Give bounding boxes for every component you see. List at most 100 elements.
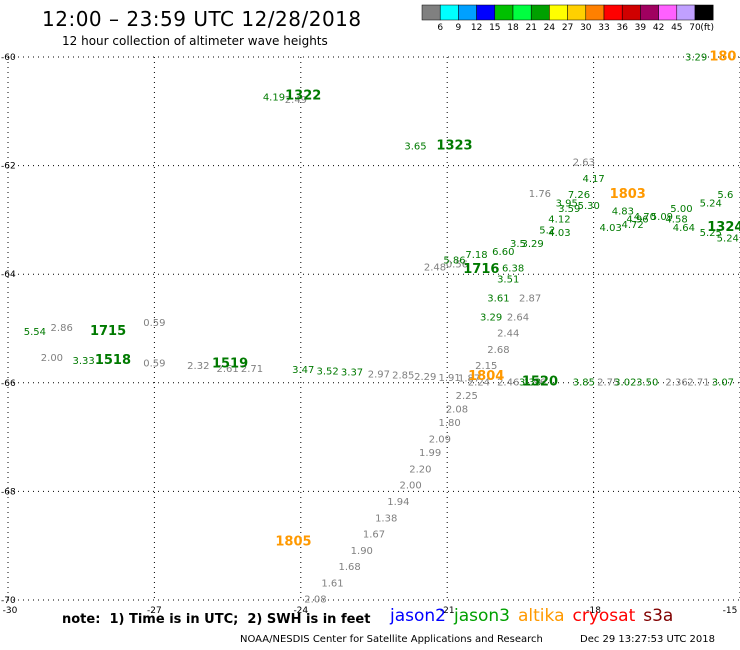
scale-swatch	[658, 4, 678, 21]
pass-time-jason3: 1324	[707, 220, 740, 235]
swh-value-s3a: 2.68	[487, 345, 509, 356]
swh-value-jason3: 3.33	[519, 378, 541, 389]
scale-tick-label: 27	[562, 23, 573, 33]
scale-tick-label: 30	[580, 23, 592, 33]
x-tick-label: -30	[3, 606, 18, 616]
scale-swatch	[603, 4, 623, 21]
scale-swatch	[640, 4, 659, 21]
scale-tick-label: 21	[525, 23, 536, 33]
footer-timestamp: Dec 29 13:27:53 UTC 2018	[580, 634, 715, 645]
swh-value-jason3: 3.5	[510, 239, 526, 250]
swh-value-s3a: 2.09	[429, 435, 451, 446]
color-scale-legend: 6 9 12 15 18 21 24 27 30 33 36 39 42 45 70 (ft)	[421, 4, 714, 33]
swh-value-s3a: 1.61	[321, 578, 343, 589]
swh-value-jason3: 3.02	[614, 378, 636, 389]
swh-value-s3a: 0.59	[143, 318, 165, 329]
scale-tick-label: 39	[635, 23, 647, 33]
swh-value-s3a: 2.71	[241, 364, 263, 375]
swh-value-jason3: 3.07	[712, 378, 734, 389]
scale-tick-label: 24	[544, 23, 556, 33]
y-tick-label: -70	[1, 596, 16, 606]
swh-value-jason3: 5.2	[539, 225, 555, 236]
scale-swatch	[512, 4, 532, 21]
swh-value-jason3: 3.47	[292, 365, 314, 376]
swh-value-s3a: 1.94	[387, 497, 409, 508]
scale-swatch	[585, 4, 605, 21]
observations: 2.49 2.63 1.76 2.48 0.56 2.86 0.59 2.00 0.59 2.32…	[24, 52, 739, 605]
swh-value-s3a: 2.86	[51, 323, 73, 334]
swh-value-s3a: 0.56	[446, 260, 468, 271]
scale-swatch	[567, 4, 587, 21]
scale-swatch	[694, 4, 714, 21]
swh-value-jason3: 3.61	[487, 293, 509, 304]
swh-value-jason3: 5.54	[24, 327, 46, 338]
x-tick-label: -21	[440, 606, 455, 616]
swh-value-s3a: 2.25	[456, 391, 478, 402]
pass-time-jason3: 1323	[436, 138, 472, 153]
x-tick-label: -15	[723, 606, 738, 616]
swh-value-s3a: 2.71	[687, 378, 709, 389]
mission-altika: altika	[518, 606, 565, 626]
footer-credit: NOAA/NESDIS Center for Satellite Applica…	[240, 634, 543, 645]
swh-value-jason3: 6.60	[492, 247, 514, 258]
scale-swatch	[439, 4, 459, 21]
swh-value-jason3: 5.86	[443, 255, 465, 266]
swh-value-s3a: 1.91	[439, 373, 461, 384]
swh-value-s3a: 2.24	[468, 378, 490, 389]
swh-value-s3a: 1.90	[351, 546, 373, 557]
swh-value-jason3: 4.72	[622, 220, 644, 231]
scale-swatch	[621, 4, 641, 21]
scale-tick-label: 12	[471, 23, 482, 33]
x-tick-label: -18	[586, 606, 601, 616]
axis-tick-labels: -60 -62 -64 -66 -68 -70-30 -27 -24 -21 -18 -15	[1, 53, 737, 616]
scale-tick-label: 15	[489, 23, 500, 33]
swh-value-jason3: 4.17	[582, 174, 604, 185]
swh-value-s3a: 2.32	[187, 361, 209, 372]
swh-value-jason3: 3.52	[317, 367, 339, 378]
swh-value-s3a: 2.49	[285, 95, 307, 106]
swh-value-jason3: 4.58	[665, 215, 687, 226]
scale-tick-label: 18	[507, 23, 519, 33]
swh-value-s3a: 2.85	[392, 370, 414, 381]
swh-value-jason3: 3.29	[685, 52, 707, 63]
scale-tick-label: 9	[456, 23, 462, 33]
swh-value-jason3: 3.85	[573, 378, 595, 389]
y-tick-label: -64	[1, 270, 16, 280]
swh-value-jason3: 5.24	[717, 234, 739, 245]
swh-value-jason3: 4.12	[548, 215, 570, 226]
y-tick-label: -66	[1, 379, 16, 389]
swh-value-jason3: 5.25	[700, 228, 722, 239]
pass-time-altika: 180	[709, 49, 736, 64]
scale-swatch	[476, 4, 496, 21]
pass-time-jason3: 1518	[95, 353, 131, 368]
swh-value-s3a: 2.63	[573, 158, 595, 169]
swh-value-jason3: 7.26	[568, 190, 590, 201]
pass-time-jason3: 1716	[463, 262, 499, 277]
scale-tick-label: 42	[653, 23, 664, 33]
swh-value-jason3: 4.64	[673, 223, 695, 234]
swh-value-jason3: 4.83	[612, 206, 634, 217]
swh-value-jason3: 4.70	[634, 212, 656, 223]
swh-value-s3a: 1.99	[419, 448, 441, 459]
swh-value-s3a: 2.15	[475, 361, 497, 372]
swh-value-s3a: 1.38	[375, 513, 397, 524]
swh-value-jason3: 5.30	[578, 201, 600, 212]
scale-swatch	[494, 4, 514, 21]
page-subtitle: 12 hour collection of altimeter wave hei…	[62, 34, 328, 48]
mission-jason3: jason3	[454, 606, 510, 626]
swh-value-jason3: 4.03	[600, 223, 622, 234]
scale-tick-label: 45	[671, 23, 682, 33]
page-title: 12:00 – 23:59 UTC 12/28/2018	[42, 7, 362, 31]
swh-value-s3a: 2.61	[216, 364, 238, 375]
pass-time-jason3: 1715	[90, 324, 126, 339]
swh-value-s3a: 1.87	[458, 374, 480, 385]
swh-value-s3a: 1.68	[338, 562, 360, 573]
x-tick-label: -24	[293, 606, 308, 616]
swh-value-s3a: 1.67	[363, 530, 385, 541]
swh-value-jason3: 3.95	[556, 198, 578, 209]
x-tick-label: -27	[147, 606, 162, 616]
swh-value-jason3: 3.29	[480, 312, 502, 323]
pass-time-jason3: 1520	[522, 375, 558, 390]
y-tick-label: -68	[1, 487, 16, 497]
